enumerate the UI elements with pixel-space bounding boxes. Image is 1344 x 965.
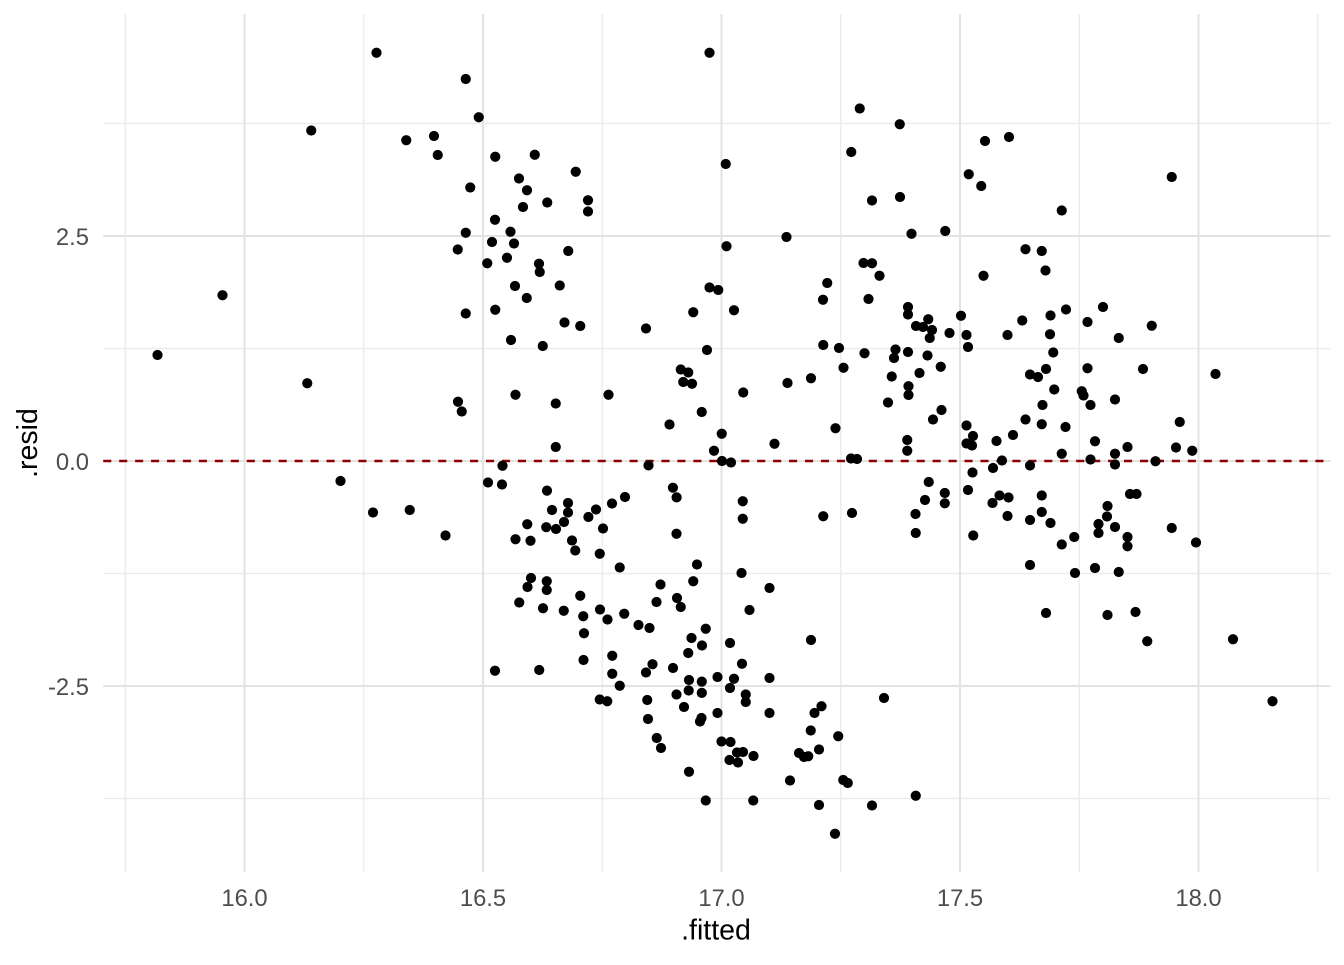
svg-text:16.0: 16.0 — [221, 885, 267, 912]
svg-text:17.0: 17.0 — [698, 885, 744, 912]
svg-text:16.5: 16.5 — [460, 885, 506, 912]
svg-text:.fitted: .fitted — [681, 915, 751, 947]
svg-text:17.5: 17.5 — [937, 885, 983, 912]
svg-text:18.0: 18.0 — [1175, 885, 1221, 912]
svg-text:0.0: 0.0 — [56, 449, 89, 476]
svg-text:.resid: .resid — [12, 408, 44, 478]
svg-text:-2.5: -2.5 — [48, 674, 89, 701]
svg-text:2.5: 2.5 — [56, 224, 89, 251]
